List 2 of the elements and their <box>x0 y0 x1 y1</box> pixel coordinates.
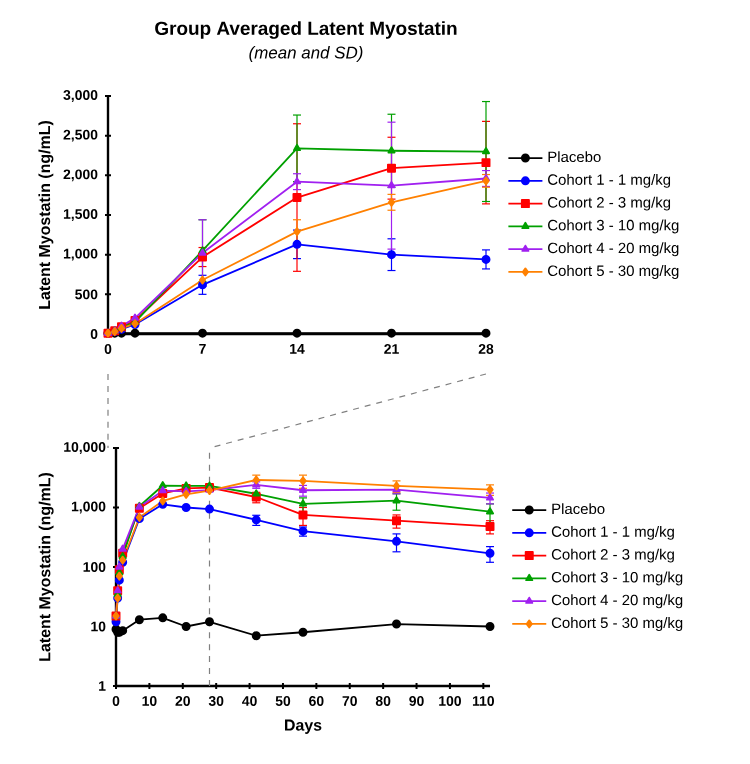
chart-title: Group Averaged Latent Myostatin <box>155 21 457 39</box>
chart-subtitle: (mean and SD) <box>249 46 363 62</box>
